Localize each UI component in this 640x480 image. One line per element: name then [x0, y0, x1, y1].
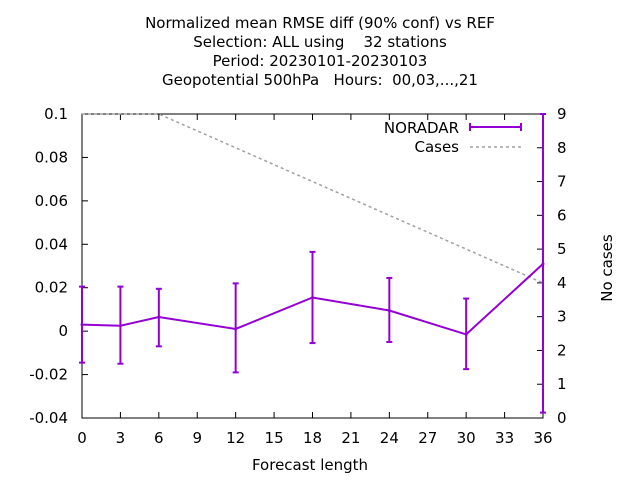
x-tick-label: 18 — [303, 429, 322, 447]
y-tick-label: 0.06 — [35, 192, 68, 210]
legend-label-cases: Cases — [414, 138, 459, 156]
y2-tick-label: 1 — [557, 375, 567, 393]
chart-title: Normalized mean RMSE diff (90% conf) vs … — [0, 14, 640, 90]
x-tick-label: 27 — [418, 429, 437, 447]
noradar-point — [234, 327, 238, 331]
x-tick-label: 33 — [495, 429, 514, 447]
cases-series-line — [82, 113, 544, 284]
y-tick-label: 0.02 — [35, 279, 68, 297]
x-tick-label: 3 — [116, 429, 126, 447]
y2-tick-label: 6 — [557, 206, 567, 224]
title-line-3: Period: 20230101-20230103 — [212, 52, 428, 70]
x-tick-label: 21 — [341, 429, 360, 447]
x-tick-label: 12 — [226, 429, 245, 447]
noradar-point — [118, 324, 122, 328]
x-axis-label: Forecast length — [252, 456, 368, 474]
noradar-point — [157, 315, 161, 319]
y2-tick-label: 7 — [557, 173, 567, 191]
x-tick-label: 30 — [457, 429, 476, 447]
y-tick-label: 0.08 — [35, 148, 68, 166]
y-tick-label: 0.04 — [35, 235, 68, 253]
x-tick-label: 9 — [192, 429, 202, 447]
y-tick-label: -0.04 — [29, 409, 68, 427]
x-tick-label: 15 — [265, 429, 284, 447]
y-tick-label: -0.02 — [29, 366, 68, 384]
x-tick-label: 6 — [154, 429, 164, 447]
y2-tick-label: 8 — [557, 139, 567, 157]
y2-tick-label: 3 — [557, 308, 567, 326]
noradar-series-line — [81, 263, 544, 336]
legend-label-noradar: NORADAR — [384, 119, 459, 137]
y-tick-label: 0.1 — [44, 105, 68, 123]
y-tick-label: 0 — [58, 322, 68, 340]
x-tick-label: 24 — [380, 429, 399, 447]
title-line-4: Geopotential 500hPa Hours: 00,03,...,21 — [162, 71, 478, 89]
title-line-2: Selection: ALL using 32 stations — [193, 33, 447, 51]
y2-tick-label: 9 — [557, 105, 567, 123]
y2-axis-label: No cases — [598, 234, 616, 302]
noradar-point — [311, 295, 314, 299]
title-line-1: Normalized mean RMSE diff (90% conf) vs … — [145, 14, 495, 32]
noradar-point — [80, 323, 84, 327]
y2-tick-label: 4 — [557, 274, 567, 292]
y2-tick-label: 0 — [557, 409, 567, 427]
x-tick-label: 36 — [533, 429, 552, 447]
noradar-point — [464, 332, 468, 336]
y2-tick-label: 2 — [557, 341, 567, 359]
noradar-point — [541, 262, 545, 266]
noradar-point — [387, 309, 391, 313]
x-tick-label: 0 — [77, 429, 87, 447]
y2-tick-label: 5 — [557, 240, 567, 258]
